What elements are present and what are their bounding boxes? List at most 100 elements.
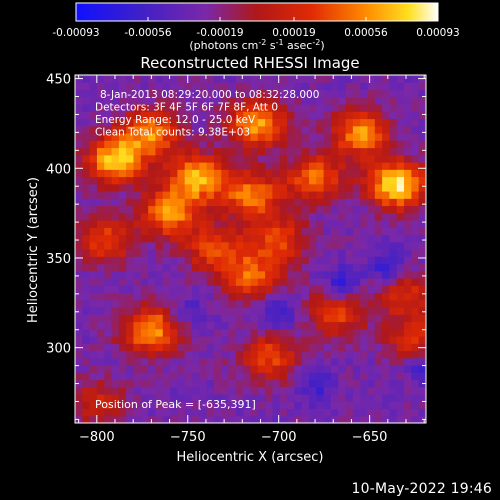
heatmap-cell <box>411 270 420 279</box>
heatmap-cell <box>89 357 98 366</box>
heatmap-cell <box>316 241 325 250</box>
heatmap-cell <box>228 394 237 402</box>
heatmap-cell <box>323 162 332 170</box>
heatmap-cell <box>118 401 127 410</box>
heatmap-cell <box>140 408 149 417</box>
heatmap-cell <box>133 205 142 214</box>
heatmap-cell <box>221 401 230 410</box>
heatmap-cell <box>316 307 325 315</box>
heatmap-cell <box>250 111 259 120</box>
heatmap-cell <box>287 111 295 120</box>
heatmap-cell <box>382 89 391 98</box>
heatmap-cell <box>265 89 274 98</box>
heatmap-cell <box>104 270 113 279</box>
heatmap-cell <box>418 314 426 323</box>
heatmap-cell <box>352 183 361 192</box>
heatmap-cell <box>272 169 281 178</box>
heatmap-cell <box>309 336 317 344</box>
heatmap-cell <box>323 394 332 402</box>
heatmap-cell <box>330 401 339 410</box>
heatmap-cell <box>170 285 178 294</box>
heatmap-cell <box>272 372 281 381</box>
heatmap-cell <box>235 386 244 395</box>
heatmap-cell <box>206 270 215 279</box>
heatmap-cell <box>338 314 347 323</box>
heatmap-cell <box>279 357 288 366</box>
heatmap-cell <box>82 314 91 323</box>
heatmap-cell <box>418 205 426 214</box>
heatmap-cell <box>382 198 391 207</box>
heatmap-cell <box>96 314 105 323</box>
heatmap-cell <box>418 140 426 149</box>
heatmap-cell <box>404 205 412 214</box>
heatmap-cell <box>228 198 237 207</box>
heatmap-cell <box>367 205 376 214</box>
heatmap-cell <box>294 147 303 156</box>
heatmap-cell <box>404 336 412 344</box>
heatmap-cell <box>352 140 361 149</box>
heatmap-cell <box>133 299 142 308</box>
heatmap-cell <box>396 104 405 112</box>
heatmap-cell <box>323 256 332 265</box>
heatmap-cell <box>170 220 178 228</box>
heatmap-cell <box>257 89 266 98</box>
heatmap-cell <box>235 96 244 105</box>
heatmap-cell <box>411 365 420 373</box>
heatmap-cell <box>243 292 252 301</box>
heatmap-cell <box>82 241 91 250</box>
heatmap-cell <box>82 401 91 410</box>
heatmap-cell <box>104 321 113 330</box>
heatmap-cell <box>221 408 230 417</box>
heatmap-cell <box>221 234 230 243</box>
heatmap-cell <box>279 285 288 294</box>
heatmap-cell <box>389 336 398 344</box>
heatmap-cell <box>162 401 171 410</box>
heatmap-cell <box>126 321 135 330</box>
heatmap-cell <box>133 350 142 359</box>
heatmap-cell <box>382 321 391 330</box>
heatmap-cell <box>316 336 325 344</box>
heatmap-cell <box>243 96 252 105</box>
y-axis-label: Heliocentric Y (arcsec) <box>26 177 41 323</box>
heatmap-cell <box>155 394 164 402</box>
heatmap-cell <box>411 191 420 199</box>
heatmap-cell <box>206 198 215 207</box>
heatmap-cell <box>294 234 303 243</box>
heatmap-cell <box>148 336 157 344</box>
heatmap-cell <box>75 176 83 185</box>
heatmap-cell <box>82 191 91 199</box>
heatmap-cell <box>75 118 83 127</box>
heatmap-cell <box>374 328 383 337</box>
heatmap-cell <box>213 292 222 301</box>
heatmap-cell <box>396 336 405 344</box>
heatmap-cell <box>396 147 405 156</box>
heatmap-cell <box>192 147 200 156</box>
heatmap-cell <box>140 75 149 83</box>
heatmap-cell <box>199 321 208 330</box>
heatmap-cell <box>155 89 164 98</box>
heatmap-cell <box>287 270 295 279</box>
heatmap-cell <box>309 321 317 330</box>
heatmap-cell <box>309 75 317 83</box>
heatmap-cell <box>75 96 83 105</box>
heatmap-cell <box>279 191 288 199</box>
heatmap-cell <box>118 220 127 228</box>
heatmap-cell <box>374 285 383 294</box>
heatmap-cell <box>418 104 426 112</box>
heatmap-cell <box>206 336 215 344</box>
heatmap-cell <box>82 256 91 265</box>
heatmap-cell <box>316 343 325 352</box>
heatmap-cell <box>162 321 171 330</box>
heatmap-cell <box>221 133 230 141</box>
heatmap-cell <box>316 350 325 359</box>
heatmap-cell <box>133 162 142 170</box>
heatmap-cell <box>396 220 405 228</box>
heatmap-cell <box>279 111 288 120</box>
heatmap-cell <box>177 212 186 221</box>
heatmap-cell <box>265 314 274 323</box>
heatmap-cell <box>155 263 164 272</box>
heatmap-cell <box>279 299 288 308</box>
heatmap-cell <box>89 365 98 373</box>
heatmap-cell <box>272 82 281 91</box>
heatmap-cell <box>96 249 105 257</box>
